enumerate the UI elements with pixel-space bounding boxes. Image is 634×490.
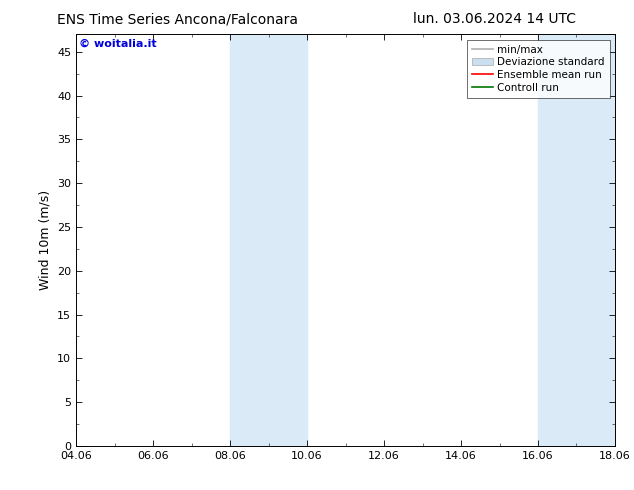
Bar	[538, 34, 615, 446]
Text: © woitalia.it: © woitalia.it	[79, 38, 157, 49]
Text: lun. 03.06.2024 14 UTC: lun. 03.06.2024 14 UTC	[413, 12, 576, 26]
Y-axis label: Wind 10m (m/s): Wind 10m (m/s)	[39, 190, 51, 290]
Text: ENS Time Series Ancona/Falconara: ENS Time Series Ancona/Falconara	[57, 12, 298, 26]
Bar	[230, 34, 307, 446]
Legend: min/max, Deviazione standard, Ensemble mean run, Controll run: min/max, Deviazione standard, Ensemble m…	[467, 40, 610, 98]
